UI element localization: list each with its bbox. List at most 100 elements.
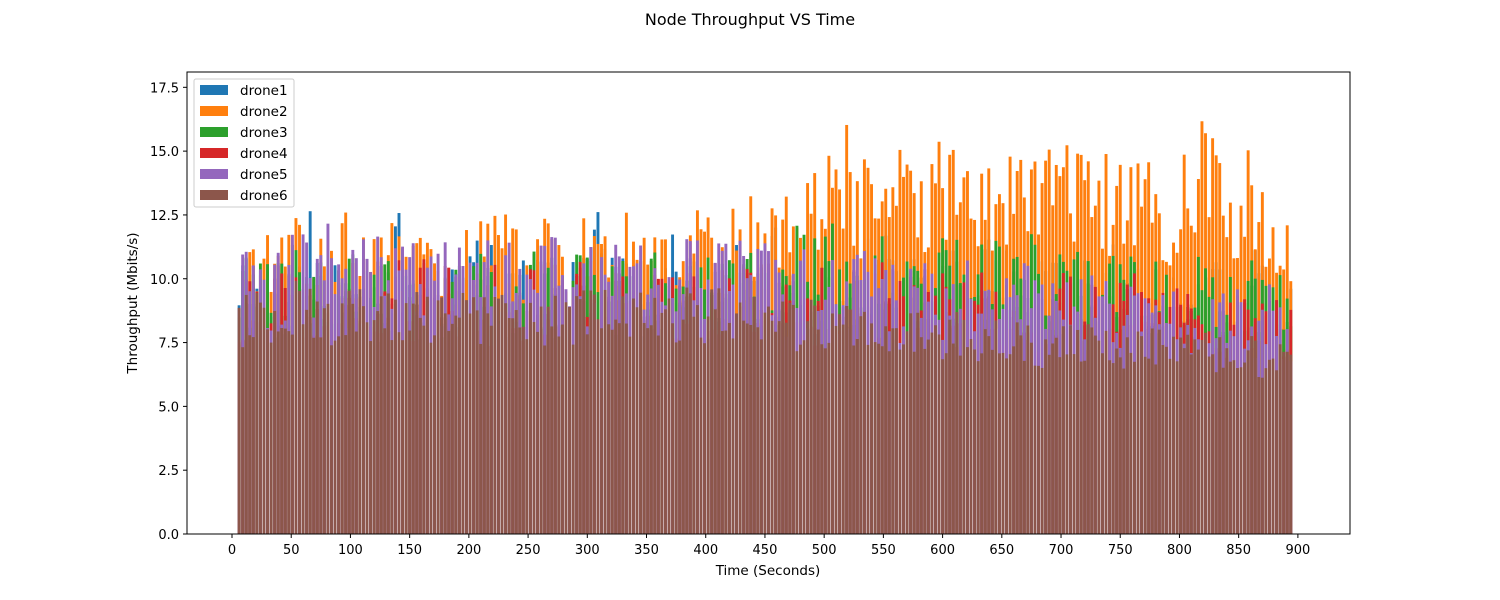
bar-drone6: [1122, 368, 1126, 534]
bar-drone6: [1133, 361, 1136, 534]
bar-drone6: [1275, 370, 1279, 534]
bar-drone6: [1051, 343, 1055, 534]
x-tick-label: 300: [575, 543, 600, 558]
bar-drone6: [1076, 329, 1080, 534]
bar-drone6: [806, 321, 810, 534]
bar-drone6: [1108, 360, 1112, 534]
bar-drone6: [831, 313, 834, 534]
bar-drone6: [660, 312, 664, 534]
bar-drone6: [1040, 367, 1044, 534]
bar-drone6: [298, 291, 301, 534]
bar-drone6: [546, 306, 550, 534]
bar-drone6: [269, 342, 273, 534]
bar-drone6: [695, 305, 699, 534]
series-drone6: [237, 280, 1293, 534]
bar-drone6: [312, 337, 316, 534]
legend-swatch-drone1: [200, 85, 228, 95]
bar-drone6: [1001, 352, 1005, 534]
bar-drone6: [436, 300, 440, 534]
bar-drone6: [1200, 340, 1204, 534]
bar-drone6: [1026, 325, 1030, 534]
bar-drone6: [354, 331, 358, 534]
bar-drone6: [976, 361, 980, 534]
bar-drone6: [1239, 367, 1243, 534]
y-tick-label: 12.5: [150, 209, 179, 224]
bar-drone6: [1061, 326, 1065, 534]
bar-drone6: [1207, 356, 1211, 534]
x-tick-label: 350: [634, 543, 659, 558]
bar-drone6: [1257, 377, 1261, 534]
bar-drone6: [482, 297, 486, 534]
bar-drone6: [877, 343, 881, 534]
bar-drone6: [1204, 333, 1207, 534]
bar-drone6: [997, 353, 1001, 534]
bar-drone6: [1008, 354, 1012, 534]
bar-drone6: [1072, 354, 1076, 534]
bar-drone6: [1147, 358, 1151, 534]
bar-drone6: [720, 331, 724, 534]
bar-drone6: [1143, 356, 1147, 534]
bar-drone6: [287, 331, 291, 534]
bar-drone6: [596, 319, 600, 534]
bar-drone6: [397, 332, 401, 534]
bar-drone6: [621, 296, 625, 534]
legend-label-drone5: drone5: [240, 167, 288, 183]
bar-drone6: [944, 353, 948, 534]
bar-drone6: [646, 328, 650, 534]
bar-drone6: [600, 328, 603, 534]
bar-drone6: [319, 337, 323, 534]
x-tick-label: 750: [1108, 543, 1133, 558]
bar-drone6: [752, 297, 756, 534]
bar-drone6: [418, 317, 422, 534]
bar-drone6: [308, 288, 312, 534]
legend-label-drone2: drone2: [240, 104, 288, 120]
bar-drone6: [1150, 328, 1154, 534]
bar-drone6: [504, 303, 508, 534]
bar-drone6: [1058, 357, 1062, 534]
bar-drone6: [241, 347, 245, 534]
bar-drone6: [440, 297, 444, 534]
bar-drone6: [457, 317, 461, 534]
bar-drone6: [326, 303, 330, 534]
bar-drone6: [305, 309, 309, 534]
x-tick-label: 100: [338, 543, 363, 558]
bar-drone6: [301, 324, 305, 534]
bar-drone6: [415, 292, 419, 534]
bar-drone6: [1090, 327, 1094, 534]
bar-drone6: [347, 290, 351, 534]
bar-drone6: [255, 292, 259, 534]
bar-drone6: [1044, 339, 1048, 534]
bar-drone6: [1093, 335, 1097, 534]
x-tick-label: 50: [283, 543, 300, 558]
bar-drone6: [290, 334, 294, 534]
bar-drone6: [251, 337, 255, 534]
y-axis-ticks: 0.0 2.5 5.0 7.5 10.0 12.5 15.0 17.5: [150, 81, 187, 543]
x-tick-label: 650: [989, 543, 1014, 558]
bar-drone6: [653, 297, 657, 534]
bar-drone6: [813, 305, 817, 534]
y-tick-label: 0.0: [158, 528, 179, 543]
bar-drone6: [1033, 365, 1037, 534]
bar-drone6: [1271, 358, 1275, 534]
bar-drone6: [966, 347, 969, 534]
bar-drone6: [994, 320, 998, 534]
bar-drone6: [799, 344, 802, 534]
bar-drone6: [248, 335, 252, 534]
bar-drone6: [727, 322, 731, 534]
bar-drone6: [624, 323, 628, 534]
bar-drone6: [1189, 354, 1193, 534]
bar-drone6: [365, 322, 369, 534]
plot-frame: [186, 71, 1351, 535]
bar-drone6: [767, 306, 770, 534]
bar-drone6: [1225, 348, 1229, 534]
bar-drone6: [1111, 363, 1115, 534]
bar-drone6: [1243, 362, 1247, 534]
bar-drone6: [749, 324, 753, 534]
bar-drone6: [294, 280, 298, 534]
bar-drone6: [1129, 352, 1133, 534]
bar-drone6: [1157, 329, 1161, 534]
bar-drone6: [539, 306, 543, 534]
bar-drone6: [916, 312, 920, 534]
bar-drone6: [1022, 360, 1026, 534]
